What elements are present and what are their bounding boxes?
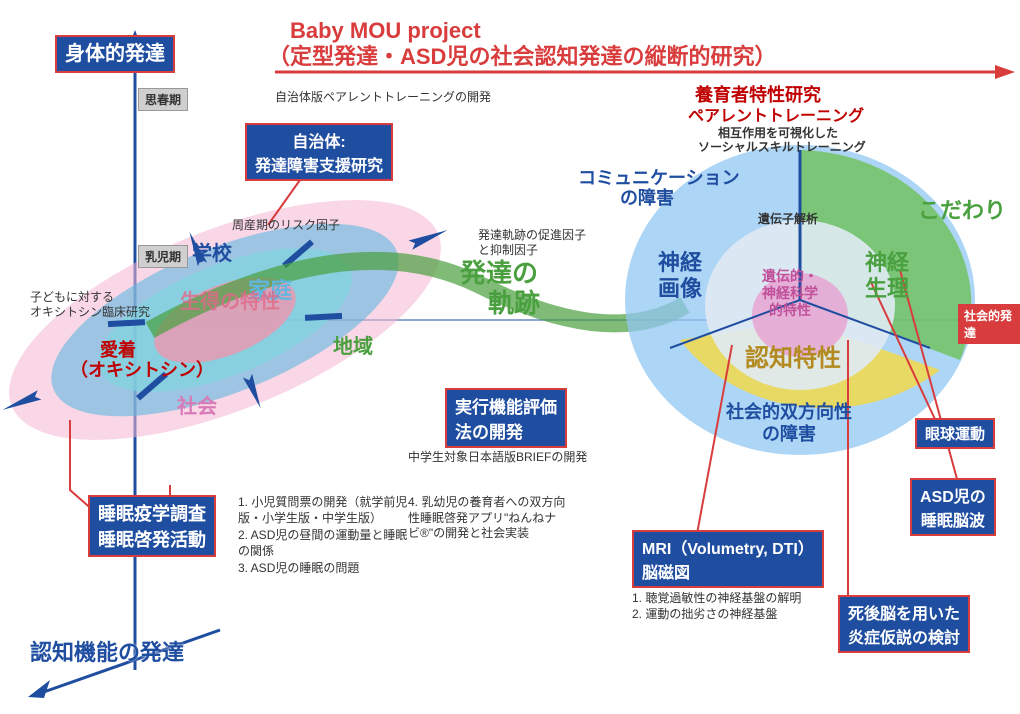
municipality-line2: 発達障害支援研究 xyxy=(255,152,383,176)
comm2: の障害 xyxy=(620,188,674,210)
sst1: 相互作用を可視化した xyxy=(718,126,838,140)
x-axis-right: 社会的発達 xyxy=(958,304,1020,344)
trajectory2: 軌跡 xyxy=(488,288,540,319)
sleep-notes-right: 4. 乳幼児の養育者への双方向性睡眠啓発アプリ"ねんねナビ®"の開発と社会実装 xyxy=(408,495,568,542)
attachment2: （オキシトシン） xyxy=(70,360,214,382)
box-eye: 眼球運動 xyxy=(915,418,995,449)
trajectory1: 発達の xyxy=(460,258,538,289)
sleep-notes-left: 1. 小児質問票の開発（就学前児版・小学生版・中学生版） 2. ASD児の昼間の… xyxy=(238,495,408,577)
caregiver: 養育者特性研究 xyxy=(695,85,821,107)
neuro-phys: 神経生理 xyxy=(865,250,909,303)
genetic: 遺伝的・神経科学的特性 xyxy=(762,268,818,318)
society-label: 社会 xyxy=(177,395,217,419)
marker-infant: 乳児期 xyxy=(138,245,188,268)
oxytocin1: 子どもに対する xyxy=(30,290,114,304)
sst2: ソーシャルスキルトレーニング xyxy=(698,140,866,154)
social-impair: 社会的双方向性の障害 xyxy=(726,402,852,445)
parent-training: ペアレントトレーニング xyxy=(688,107,864,126)
attachment1: 愛着 xyxy=(100,340,136,362)
neuro-img: 神経画像 xyxy=(658,250,702,303)
mri-notes: 1. 聴覚過敏性の神経基盤の解明 2. 運動の拙劣さの神経基盤 xyxy=(632,590,852,622)
oxytocin2: オキシトシン臨床研究 xyxy=(30,305,150,319)
comm1: コミュニケーション xyxy=(578,168,740,190)
municipality-line1: 自治体: xyxy=(255,128,383,152)
school-label: 学校 xyxy=(192,242,232,266)
box-sleep: 睡眠疫学調査睡眠啓発活動 xyxy=(88,495,216,557)
gene-analysis: 遺伝子解析 xyxy=(758,212,818,226)
factors1: 発達軌跡の促進因子 xyxy=(478,228,586,242)
box-exec: 実行機能評価法の開発 xyxy=(445,388,567,448)
y-axis-label: 身体的発達 xyxy=(55,35,175,73)
factors2: と抑制因子 xyxy=(478,243,538,257)
risk-factors: 周産期のリスク因子 xyxy=(232,218,340,232)
box-mri: MRI（Volumetry, DTI）脳磁図 xyxy=(632,530,824,588)
project-title: Baby MOU project xyxy=(290,18,481,44)
box-postmortem: 死後脳を用いた炎症仮説の検討 xyxy=(838,595,970,653)
box-municipality: 自治体: 発達障害支援研究 xyxy=(245,123,393,181)
project-subtitle: （定型発達・ASD児の社会認知発達の縦断的研究） xyxy=(268,44,776,70)
cognitive: 認知特性 xyxy=(745,345,841,374)
box-asd-sleep: ASD児の睡眠脳波 xyxy=(910,478,996,536)
note-parent-training: 自治体版ペアレントトレーニングの開発 xyxy=(275,90,491,104)
innate-label: 生得の特性 xyxy=(180,290,280,314)
brief-note: 中学生対象日本語版BRIEFの開発 xyxy=(408,450,587,464)
marker-puberty: 思春期 xyxy=(138,88,188,111)
region-label: 地域 xyxy=(333,335,373,359)
x-axis-left: 認知機能の発達 xyxy=(30,635,184,667)
insistence: こだわり xyxy=(918,198,1006,224)
